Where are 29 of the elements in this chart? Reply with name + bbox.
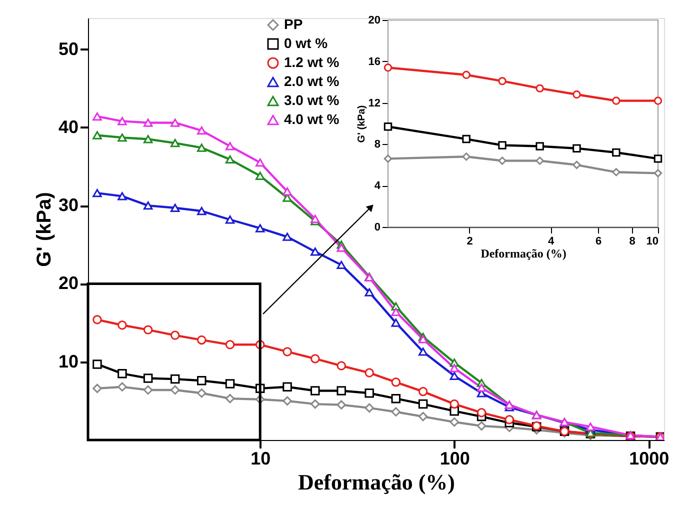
y-axis-title: G' (kPa) <box>33 192 56 267</box>
legend-label: 2.0 wt % <box>284 73 340 89</box>
y-tick-label: 4 <box>374 180 382 192</box>
y-tick-label: 10 <box>58 351 78 372</box>
legend-label: 4.0 wt % <box>284 111 340 127</box>
y-tick-label: 30 <box>58 195 78 216</box>
x-tick-label: 10 <box>646 236 658 248</box>
x-tick-label: 1000 <box>629 448 670 468</box>
y-tick-label: 20 <box>58 273 78 294</box>
y-axis-title: G' (kPa) <box>356 105 368 143</box>
legend-label: 0 wt % <box>284 35 328 51</box>
x-tick-label: 2 <box>466 236 473 248</box>
y-tick-label: 50 <box>58 38 78 59</box>
y-tick-label: 0 <box>374 222 380 234</box>
legend-label: 1.2 wt % <box>284 54 340 70</box>
y-tick-label: 16 <box>368 56 380 68</box>
x-tick-label: 6 <box>596 236 602 248</box>
y-tick-label: 8 <box>374 138 380 151</box>
legend-label: PP <box>284 16 303 32</box>
x-axis-title: Deformação (%) <box>298 470 455 494</box>
x-axis-title: Deformação (%) <box>480 246 566 260</box>
y-tick-label: 12 <box>368 97 380 110</box>
x-tick-label: 8 <box>629 236 636 248</box>
y-tick-label: 40 <box>58 116 78 137</box>
y-tick-label: 20 <box>368 14 380 26</box>
legend-label: 3.0 wt % <box>284 92 340 108</box>
x-tick-label: 10 <box>250 448 271 468</box>
x-tick-label: 4 <box>548 236 555 248</box>
x-tick-label: 100 <box>440 448 470 468</box>
